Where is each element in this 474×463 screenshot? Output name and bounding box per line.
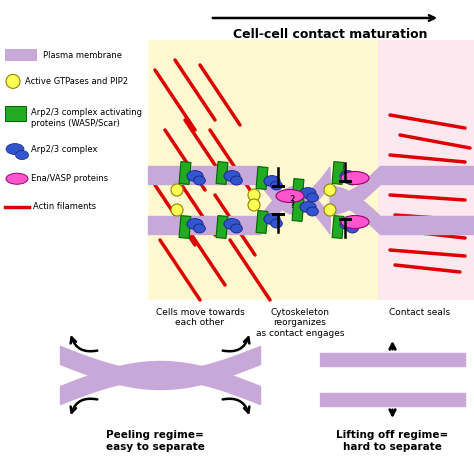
Bar — [256, 211, 268, 233]
Bar — [216, 162, 228, 184]
Bar — [292, 179, 304, 201]
Ellipse shape — [341, 215, 369, 229]
Ellipse shape — [307, 207, 319, 216]
Bar — [216, 216, 228, 238]
Text: ?: ? — [290, 195, 294, 205]
Circle shape — [324, 184, 336, 196]
Circle shape — [324, 204, 336, 216]
Text: Cells move towards
each other: Cells move towards each other — [155, 308, 245, 327]
Text: Ena/VASP proteins: Ena/VASP proteins — [31, 174, 108, 183]
Text: Cell-cell contact maturation: Cell-cell contact maturation — [233, 28, 427, 41]
Text: Active GTPases and PIP2: Active GTPases and PIP2 — [25, 77, 128, 86]
Ellipse shape — [231, 224, 242, 233]
Circle shape — [171, 204, 183, 216]
Ellipse shape — [341, 171, 369, 184]
Ellipse shape — [346, 176, 358, 185]
Text: Plasma membrane: Plasma membrane — [43, 50, 122, 60]
Ellipse shape — [340, 219, 356, 229]
Ellipse shape — [224, 219, 240, 229]
Circle shape — [6, 75, 20, 88]
Ellipse shape — [187, 219, 203, 229]
Bar — [179, 162, 191, 184]
FancyBboxPatch shape — [5, 49, 37, 61]
Bar — [148, 40, 458, 300]
Ellipse shape — [271, 181, 283, 190]
Ellipse shape — [231, 176, 242, 185]
Circle shape — [248, 189, 260, 201]
Ellipse shape — [194, 176, 205, 185]
Ellipse shape — [300, 188, 316, 199]
Circle shape — [171, 184, 183, 196]
Text: Lifting off regime=
hard to separate: Lifting off regime= hard to separate — [337, 430, 448, 451]
Ellipse shape — [6, 173, 28, 184]
FancyBboxPatch shape — [6, 106, 27, 121]
Ellipse shape — [224, 170, 240, 181]
Ellipse shape — [16, 150, 28, 160]
Ellipse shape — [346, 224, 358, 233]
Bar — [378, 40, 474, 300]
Ellipse shape — [187, 170, 203, 181]
Bar — [292, 199, 304, 221]
Circle shape — [248, 199, 260, 211]
Bar — [332, 216, 344, 238]
Ellipse shape — [276, 189, 304, 202]
Bar — [179, 216, 191, 238]
Ellipse shape — [264, 175, 280, 187]
Ellipse shape — [194, 224, 205, 233]
Ellipse shape — [271, 219, 283, 228]
Bar — [458, 40, 474, 300]
Ellipse shape — [300, 201, 316, 213]
Text: Peeling regime=
easy to separate: Peeling regime= easy to separate — [106, 430, 204, 451]
Ellipse shape — [6, 144, 24, 155]
Bar — [256, 167, 268, 189]
Ellipse shape — [264, 213, 280, 225]
Text: ?: ? — [290, 200, 294, 210]
Bar — [332, 162, 344, 184]
Ellipse shape — [307, 193, 319, 202]
Text: Arp2/3 complex: Arp2/3 complex — [31, 144, 98, 154]
Text: Contact seals: Contact seals — [390, 308, 451, 317]
Text: Cytoskeleton
reorganizes
as contact engages: Cytoskeleton reorganizes as contact enga… — [256, 308, 344, 338]
Ellipse shape — [340, 170, 356, 181]
Text: Arp2/3 complex activating
proteins (WASP/Scar): Arp2/3 complex activating proteins (WASP… — [31, 108, 142, 128]
Text: Actin filaments: Actin filaments — [33, 202, 96, 211]
